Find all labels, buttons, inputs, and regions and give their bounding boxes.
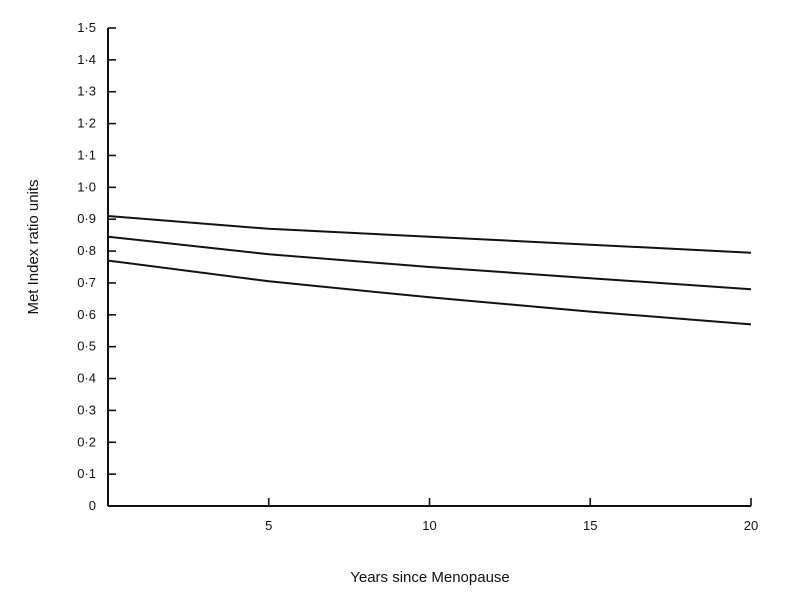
y-tick-label: 1·4 <box>77 52 96 67</box>
x-axis-ticks: 5 10 15 20 <box>265 498 758 533</box>
y-tick-label: 0·3 <box>77 402 96 417</box>
y-tick-label: 0·5 <box>77 339 96 354</box>
y-tick-label: 0·8 <box>77 243 96 258</box>
x-axis-title: Years since Menopause <box>350 569 510 586</box>
series-line-1 <box>107 215 752 254</box>
y-tick-label: 1·2 <box>77 116 96 131</box>
x-tick-label: 20 <box>744 518 758 533</box>
y-tick-label: 0·4 <box>77 371 96 386</box>
series-line-3 <box>107 259 752 326</box>
y-tick-label: 0·1 <box>77 466 96 481</box>
y-axis-ticks: 0 0·1 0·2 0·3 0·4 0·5 0·6 0·7 0·8 0·9 1·0 1·1 1·2 1·3… <box>77 20 116 513</box>
series-lines <box>107 215 752 326</box>
y-tick-label: 1·0 <box>77 179 96 194</box>
y-tick-label: 1·5 <box>77 20 96 35</box>
y-tick-label: 1·1 <box>77 147 96 162</box>
y-tick-label: 0·9 <box>77 211 96 226</box>
y-tick-label: 0 <box>89 498 96 513</box>
y-tick-label: 1·3 <box>77 84 96 99</box>
y-tick-label: 0·7 <box>77 275 96 290</box>
series-line-2 <box>107 235 752 291</box>
x-tick-label: 15 <box>583 518 597 533</box>
y-tick-label: 0·6 <box>77 307 96 322</box>
x-tick-label: 5 <box>265 518 272 533</box>
y-axis-title: Met Index ratio units <box>25 179 42 314</box>
y-tick-label: 0·2 <box>77 434 96 449</box>
x-tick-label: 10 <box>422 518 436 533</box>
